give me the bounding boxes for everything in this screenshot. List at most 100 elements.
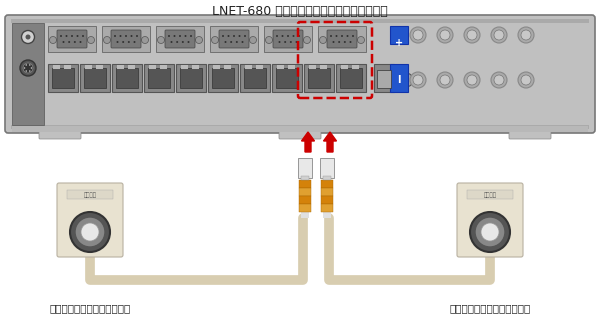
Bar — [321, 180, 333, 188]
Bar — [80, 64, 110, 92]
Circle shape — [77, 35, 79, 37]
Bar — [12, 23, 44, 125]
Bar — [272, 64, 302, 92]
Circle shape — [470, 212, 510, 252]
Circle shape — [20, 60, 36, 76]
Circle shape — [410, 72, 426, 88]
Text: I: I — [397, 75, 401, 85]
Circle shape — [491, 27, 507, 43]
Bar — [117, 65, 124, 69]
Bar — [48, 64, 78, 92]
Circle shape — [60, 35, 62, 37]
Text: 学生用ファンクションボタン: 学生用ファンクションボタン — [449, 303, 530, 313]
Circle shape — [440, 75, 450, 85]
Circle shape — [440, 30, 450, 40]
Circle shape — [222, 35, 224, 37]
Circle shape — [29, 70, 31, 72]
FancyBboxPatch shape — [165, 30, 195, 48]
FancyBboxPatch shape — [273, 30, 303, 48]
FancyArrow shape — [323, 132, 337, 152]
Bar — [11, 19, 589, 23]
Circle shape — [241, 41, 244, 43]
Circle shape — [196, 36, 203, 44]
Text: 学生用ファンクションボタン: 学生用ファンクションボタン — [49, 303, 131, 313]
Bar — [467, 190, 513, 199]
Bar — [390, 64, 408, 92]
Circle shape — [287, 35, 289, 37]
Text: ボタント: ボタント — [83, 192, 97, 198]
Bar — [48, 26, 96, 52]
Circle shape — [292, 35, 295, 37]
Text: +: + — [395, 38, 403, 48]
Circle shape — [31, 67, 32, 69]
Bar — [53, 65, 60, 69]
Circle shape — [290, 41, 292, 43]
FancyBboxPatch shape — [327, 30, 357, 48]
Circle shape — [352, 35, 354, 37]
Bar — [299, 188, 311, 196]
Circle shape — [518, 72, 534, 88]
Circle shape — [341, 35, 343, 37]
Bar — [308, 68, 330, 88]
Bar — [102, 26, 150, 52]
Circle shape — [491, 72, 507, 88]
Circle shape — [74, 41, 76, 43]
Circle shape — [173, 35, 176, 37]
Circle shape — [142, 36, 149, 44]
Circle shape — [25, 70, 27, 72]
Circle shape — [464, 27, 480, 43]
Bar — [304, 64, 334, 92]
Circle shape — [29, 64, 31, 66]
Bar — [240, 64, 270, 92]
Circle shape — [81, 223, 99, 241]
Circle shape — [518, 27, 534, 43]
Bar — [320, 158, 334, 178]
Circle shape — [23, 63, 33, 73]
Bar — [148, 68, 170, 88]
Circle shape — [168, 35, 170, 37]
Bar — [321, 188, 333, 196]
FancyBboxPatch shape — [279, 129, 321, 139]
Circle shape — [176, 41, 178, 43]
Bar — [377, 70, 391, 88]
Circle shape — [230, 41, 232, 43]
Bar — [299, 196, 311, 204]
Bar — [299, 180, 311, 188]
Circle shape — [227, 35, 229, 37]
Circle shape — [304, 36, 311, 44]
Bar — [336, 64, 366, 92]
Circle shape — [399, 73, 413, 87]
Circle shape — [25, 64, 27, 66]
FancyBboxPatch shape — [57, 183, 123, 257]
Circle shape — [284, 41, 286, 43]
Circle shape — [265, 36, 272, 44]
Bar — [323, 176, 331, 180]
Bar — [160, 65, 167, 69]
Circle shape — [22, 30, 35, 44]
Circle shape — [319, 36, 326, 44]
Bar — [320, 65, 327, 69]
Bar — [192, 65, 199, 69]
Bar — [176, 64, 206, 92]
FancyArrow shape — [301, 132, 314, 152]
Circle shape — [24, 67, 25, 69]
Circle shape — [133, 41, 136, 43]
Bar — [299, 204, 311, 212]
Circle shape — [494, 75, 504, 85]
Circle shape — [332, 41, 335, 43]
Circle shape — [358, 36, 365, 44]
Circle shape — [410, 27, 426, 43]
Bar — [210, 26, 258, 52]
Circle shape — [236, 41, 238, 43]
Circle shape — [233, 35, 235, 37]
Bar — [264, 26, 312, 52]
Circle shape — [157, 36, 164, 44]
Circle shape — [128, 41, 130, 43]
Circle shape — [131, 35, 133, 37]
Circle shape — [349, 41, 352, 43]
Bar — [277, 65, 284, 69]
Circle shape — [68, 41, 70, 43]
Bar — [276, 68, 298, 88]
Bar — [321, 204, 333, 212]
Circle shape — [346, 35, 349, 37]
